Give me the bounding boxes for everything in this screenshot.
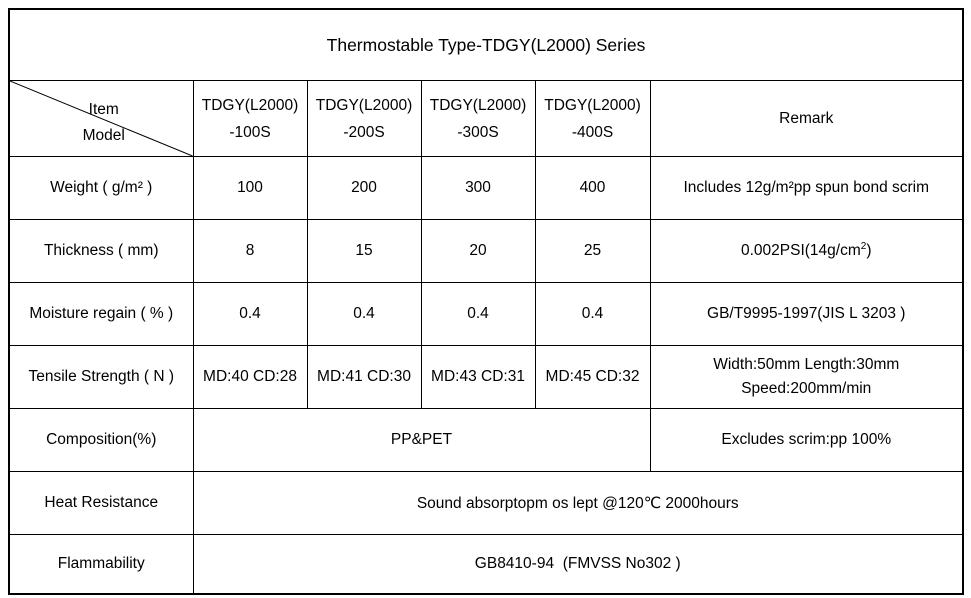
row-label-weight: Weight ( g/m² )	[8, 156, 194, 220]
moisture-200s: 0.4	[306, 282, 422, 346]
header-model-100s: TDGY(L2000) -100S	[192, 80, 308, 157]
row-label-tensile: Tensile Strength ( N )	[8, 345, 194, 409]
composition-value: PP&PET	[192, 408, 651, 472]
model-name: TDGY(L2000)	[201, 96, 299, 114]
moisture-400s: 0.4	[534, 282, 651, 346]
moisture-remark: GB/T9995-1997(JIS L 3203 )	[649, 282, 964, 346]
thickness-200s: 15	[306, 219, 422, 283]
row-label-thickness: Thickness ( mm)	[8, 219, 194, 283]
page-title: Thermostable Type-TDGY(L2000) Series	[8, 8, 964, 81]
tensile-400s: MD:45 CD:32	[534, 345, 651, 409]
diagonal-divider-line	[10, 81, 193, 156]
weight-100s: 100	[192, 156, 308, 220]
model-name: TDGY(L2000)	[544, 96, 641, 114]
moisture-100s: 0.4	[192, 282, 308, 346]
moisture-300s: 0.4	[420, 282, 536, 346]
weight-200s: 200	[306, 156, 422, 220]
model-name: TDGY(L2000)	[315, 96, 413, 114]
model-label: Model	[82, 126, 125, 144]
tensile-remark: Width:50mm Length:30mm Speed:200mm/min	[649, 345, 964, 409]
thickness-remark-main: 0.002PSI(14g/cm	[741, 242, 861, 259]
heat-resistance-value: Sound absorptopm os lept @120℃ 2000hours	[192, 471, 964, 535]
title-row: Thermostable Type-TDGY(L2000) Series	[8, 8, 964, 81]
tensile-300s: MD:43 CD:31	[420, 345, 536, 409]
model-suffix: -400S	[571, 123, 614, 141]
row-label-composition: Composition(%)	[8, 408, 194, 472]
model-suffix: -100S	[229, 123, 271, 141]
item-model-labels: Item Model	[14, 89, 189, 149]
header-model-200s: TDGY(L2000) -200S	[306, 80, 422, 157]
row-label-moisture: Moisture regain ( % )	[8, 282, 194, 346]
thickness-400s: 25	[534, 219, 651, 283]
composition-remark: Excludes scrim:pp 100%	[649, 408, 964, 472]
row-tensile: Tensile Strength ( N ) MD:40 CD:28 MD:41…	[8, 345, 964, 409]
tensile-remark-line2: Speed:200mm/min	[741, 380, 872, 397]
item-label: Item	[88, 100, 119, 118]
header-model-400s: TDGY(L2000) -400S	[534, 80, 651, 157]
model-suffix: -300S	[457, 123, 499, 141]
tensile-100s: MD:40 CD:28	[192, 345, 308, 409]
row-thickness: Thickness ( mm) 8 15 20 25 0.002PSI(14g/…	[8, 219, 964, 283]
thickness-remark: 0.002PSI(14g/cm2)	[649, 219, 964, 283]
row-weight: Weight ( g/m² ) 100 200 300 400 Includes…	[8, 156, 964, 220]
row-composition: Composition(%) PP&PET Excludes scrim:pp …	[8, 408, 964, 472]
header-remark: Remark	[649, 80, 964, 157]
spec-table: Thermostable Type-TDGY(L2000) Series Ite…	[8, 8, 965, 595]
model-name: TDGY(L2000)	[429, 96, 527, 114]
thickness-remark-superscript: 2	[860, 240, 867, 252]
header-row: Item Model TDGY(L2000) -100S TDGY(L2000)…	[8, 80, 964, 157]
weight-remark: Includes 12g/m²pp spun bond scrim	[649, 156, 964, 220]
row-heat-resistance: Heat Resistance Sound absorptopm os lept…	[8, 471, 964, 535]
header-model-300s: TDGY(L2000) -300S	[420, 80, 536, 157]
tensile-200s: MD:41 CD:30	[306, 345, 422, 409]
item-model-header-cell: Item Model	[8, 80, 194, 157]
thickness-100s: 8	[192, 219, 308, 283]
flammability-value: GB8410-94 (FMVSS No302 )	[192, 534, 964, 595]
row-moisture: Moisture regain ( % ) 0.4 0.4 0.4 0.4 GB…	[8, 282, 964, 346]
thickness-remark-end: )	[866, 242, 872, 259]
tensile-remark-line1: Width:50mm Length:30mm	[713, 356, 900, 373]
weight-300s: 300	[420, 156, 536, 220]
row-label-heat-resistance: Heat Resistance	[8, 471, 194, 535]
model-suffix: -200S	[343, 123, 385, 141]
thickness-300s: 20	[420, 219, 536, 283]
row-flammability: Flammability GB8410-94 (FMVSS No302 )	[8, 534, 964, 595]
row-label-flammability: Flammability	[8, 534, 194, 595]
weight-400s: 400	[534, 156, 651, 220]
